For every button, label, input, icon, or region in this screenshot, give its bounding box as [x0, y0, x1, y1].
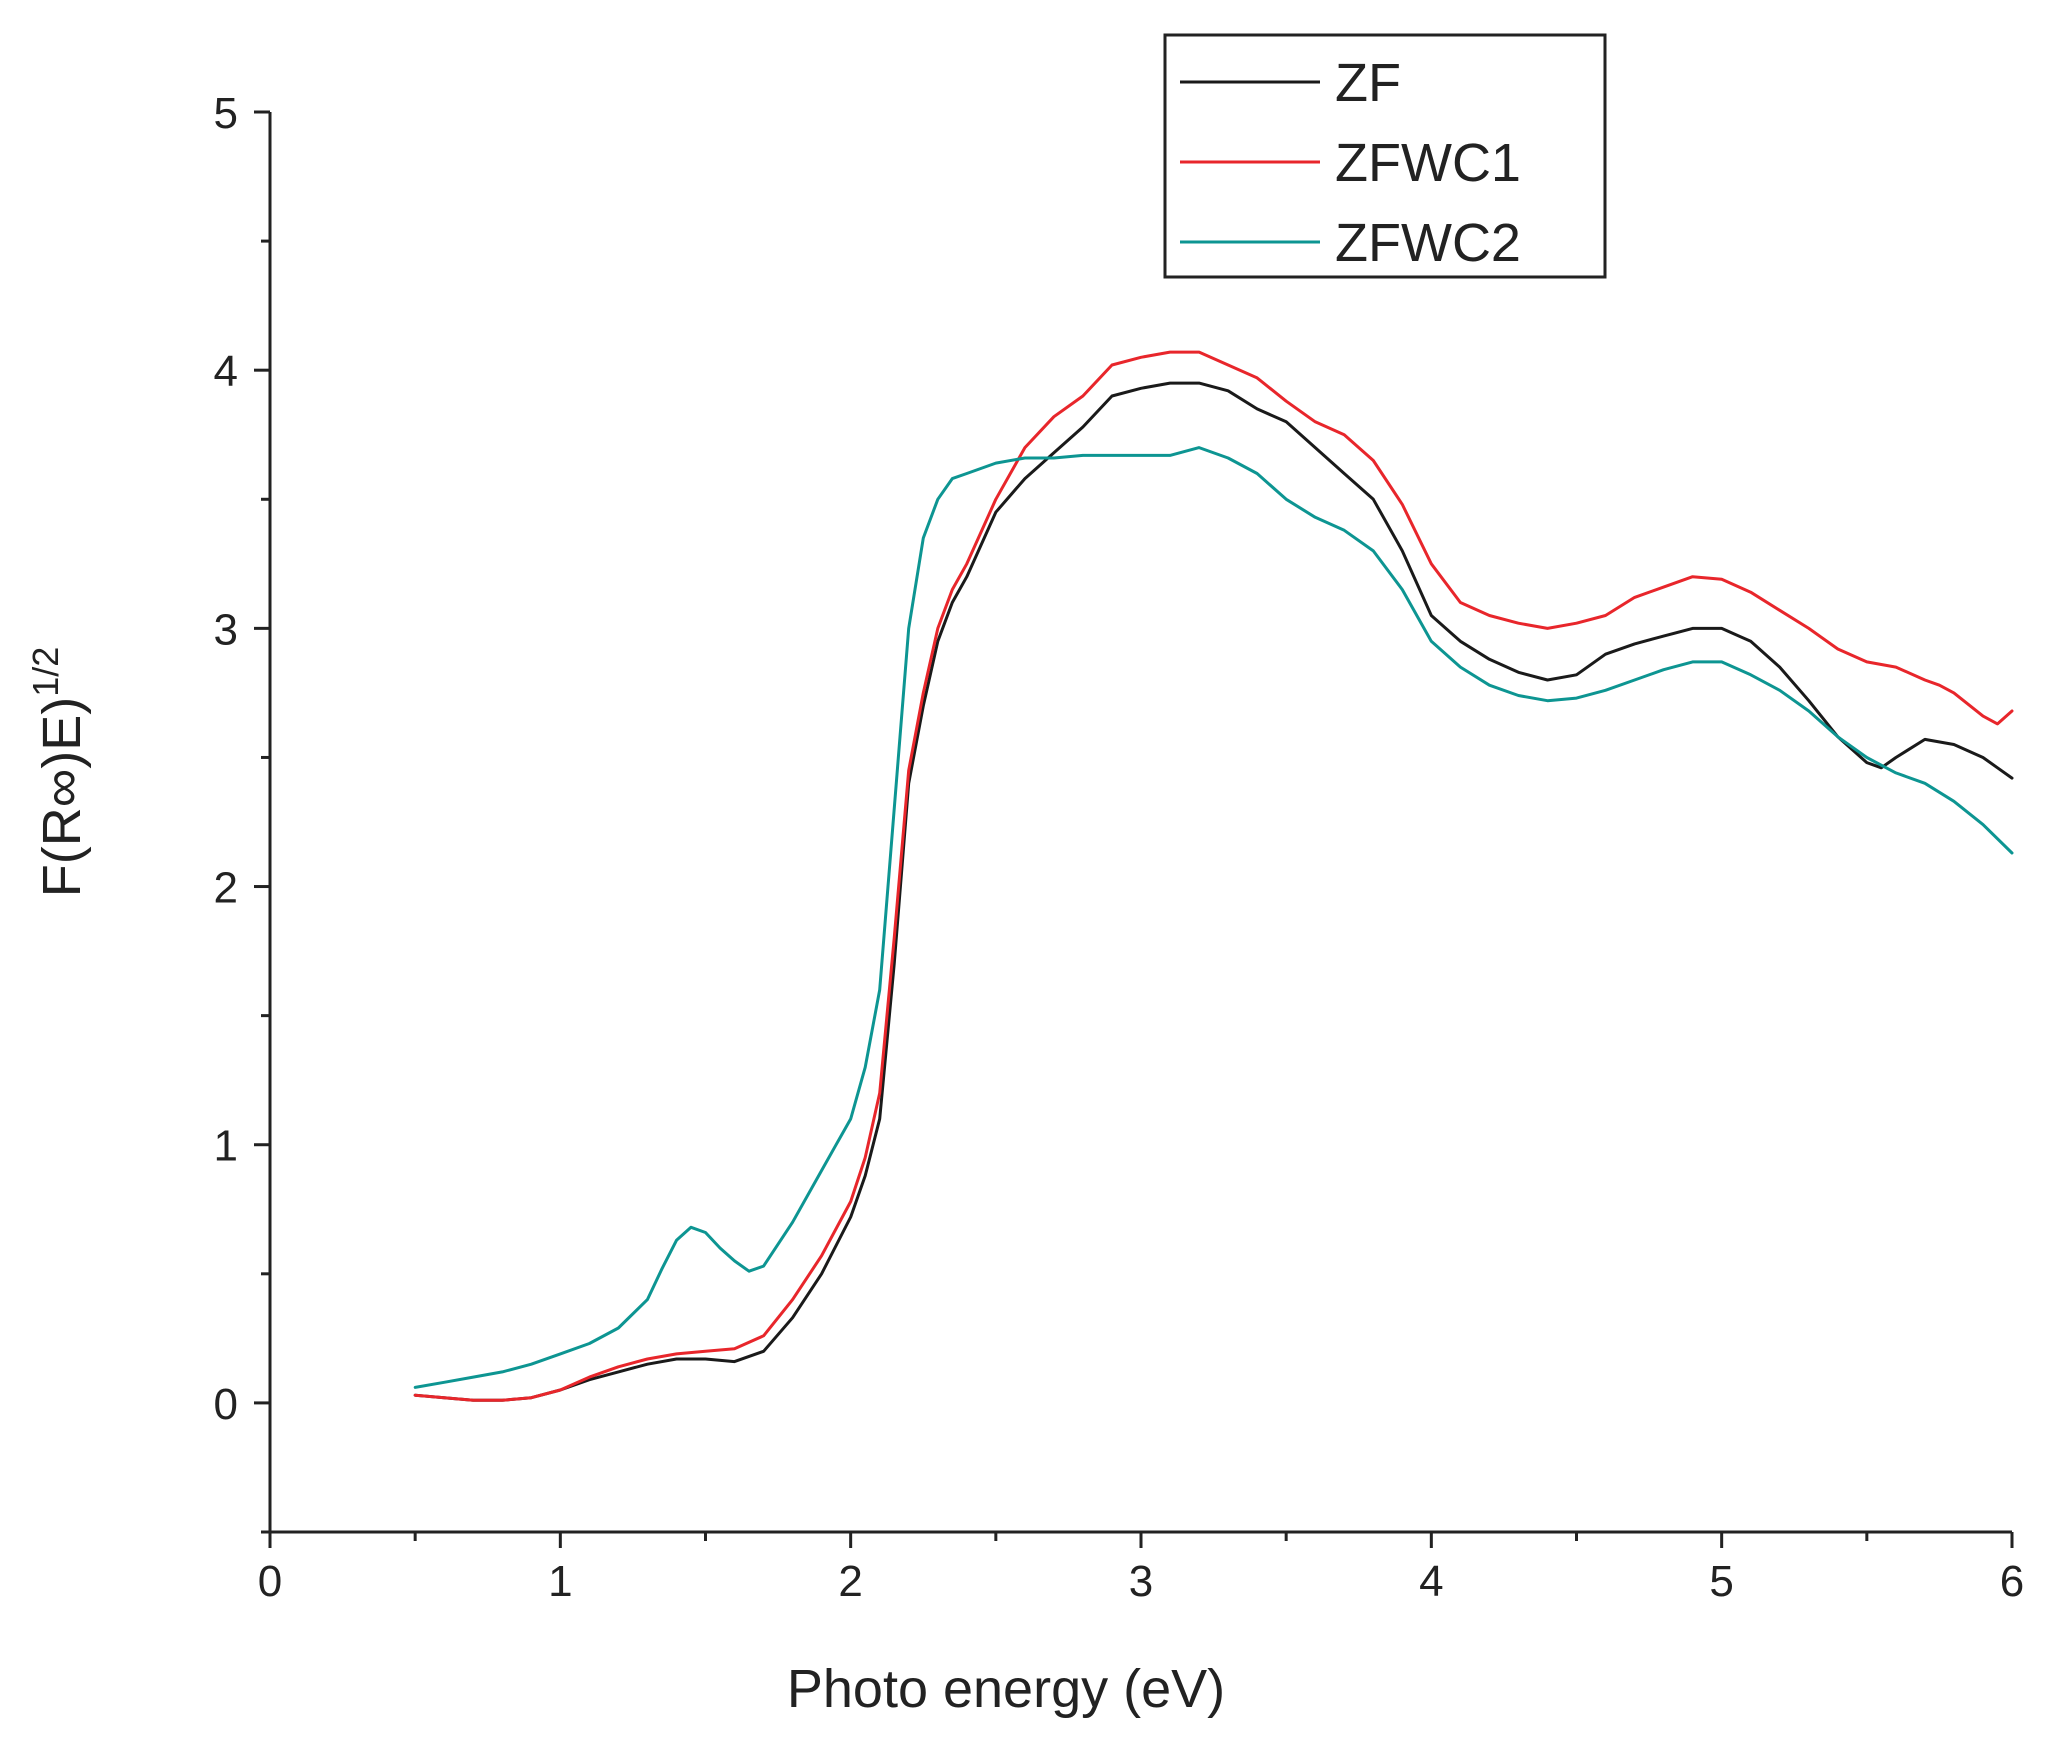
y-axis-title: F(R∞)E)1/2 [25, 647, 92, 898]
legend-label-zf: ZF [1335, 53, 1401, 113]
y-tick-label: 2 [214, 864, 238, 913]
legend: ZF ZFWC1 ZFWC2 [1163, 33, 1607, 279]
x-tick-label: 2 [838, 1557, 862, 1606]
x-tick-label: 1 [548, 1557, 572, 1606]
x-tick-label: 0 [258, 1557, 282, 1606]
x-tick-label: 4 [1419, 1557, 1443, 1606]
series-layer [413, 350, 2014, 1402]
y-tick-label: 0 [214, 1380, 238, 1429]
series-line-zf [413, 381, 2014, 1402]
legend-items: ZF ZFWC1 ZFWC2 [1180, 53, 1521, 273]
y-axis-title-superscript: 1/2 [25, 647, 66, 697]
legend-box [1163, 33, 1607, 279]
legend-label-zfwc1: ZFWC1 [1335, 133, 1521, 193]
y-tick-label: 1 [214, 1122, 238, 1171]
y-tick-label: 5 [214, 89, 238, 138]
y-axis-ticks: 0 1 2 3 4 5 [214, 89, 270, 1534]
x-tick-label: 5 [1709, 1557, 1733, 1606]
x-tick-label: 6 [2000, 1557, 2024, 1606]
x-tick-label: 3 [1129, 1557, 1153, 1606]
y-tick-label: 4 [214, 347, 238, 396]
y-tick-label: 3 [214, 605, 238, 654]
x-axis-title: Photo energy (eV) [787, 1659, 1225, 1719]
series-line-zfwc1 [413, 350, 2014, 1402]
y-axis-title-main: F(R∞)E) [32, 697, 92, 897]
legend-label-zfwc2: ZFWC2 [1335, 213, 1521, 273]
x-axis-ticks: 0 1 2 3 4 5 6 [258, 1532, 2024, 1606]
axes-layer: 0 1 2 3 4 5 6 0 1 2 3 4 5 [214, 89, 2025, 1606]
series-line-zfwc2 [413, 446, 2014, 1389]
